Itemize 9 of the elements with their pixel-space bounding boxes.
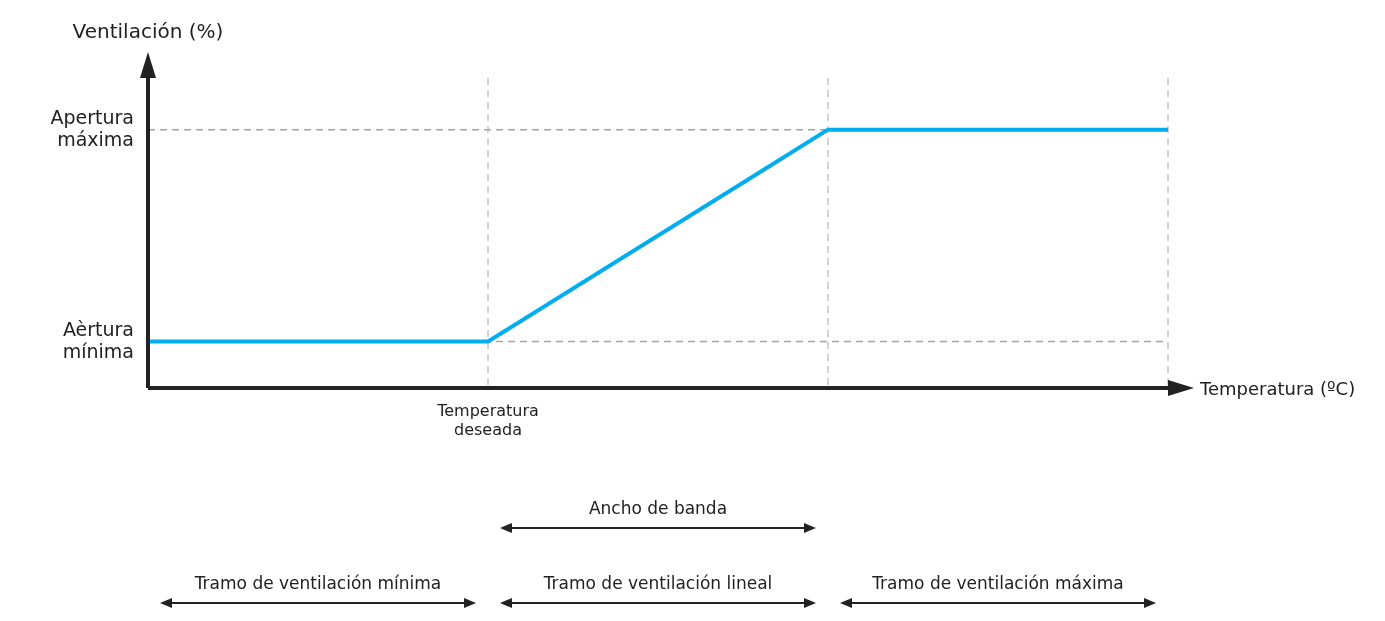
text: Tramo de ventilación lineal: [542, 573, 773, 593]
text: Tramo de ventilación máxima: [871, 573, 1124, 593]
text: Tramo de ventilación mínima: [193, 573, 442, 593]
y-axis-title: Ventilación (%): [72, 19, 224, 43]
text: Ancho de banda: [588, 498, 728, 518]
ref-line-label: Apertura máxima: [50, 105, 134, 151]
ref-line-label: Aèrtura mínima: [62, 317, 134, 363]
text: Temperatura deseada: [436, 401, 539, 440]
x-axis-title: Temperatura (ºC): [1199, 378, 1356, 399]
